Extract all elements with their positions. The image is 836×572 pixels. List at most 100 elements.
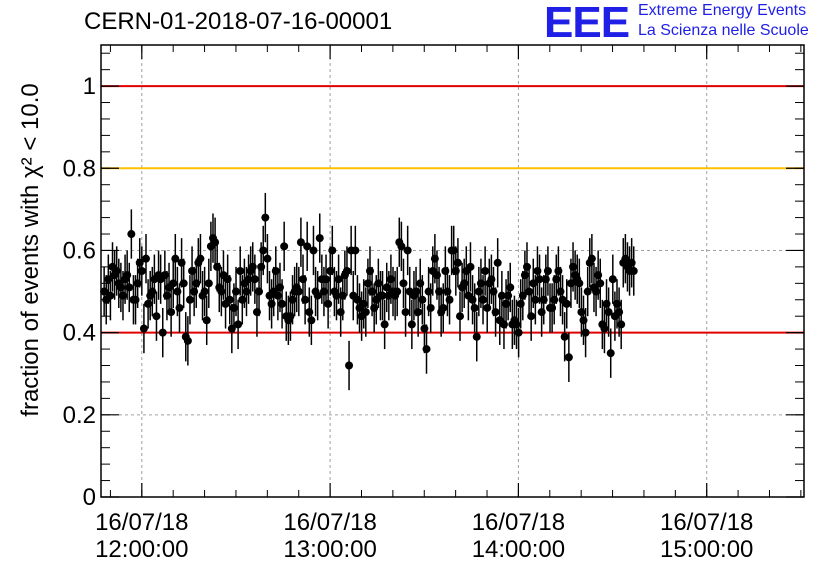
data-point	[453, 258, 462, 267]
chart-title: CERN-01-2018-07-16-00001	[84, 8, 393, 35]
data-point	[185, 295, 194, 304]
data-point	[617, 320, 626, 329]
data-point	[422, 345, 431, 354]
data-point	[497, 291, 506, 300]
data-point	[280, 242, 289, 251]
data-point	[514, 328, 523, 337]
data-point	[179, 279, 188, 288]
x-tick-label-time: 13:00:00	[283, 536, 376, 563]
data-point	[152, 312, 161, 321]
data-point	[196, 254, 205, 263]
data-point	[171, 254, 180, 263]
data-point	[309, 246, 318, 255]
data-point	[629, 267, 638, 275]
data-point	[596, 279, 605, 288]
data-point	[234, 320, 243, 329]
data-point	[361, 308, 370, 317]
data-point	[204, 279, 213, 288]
logo-text-line2: La Scienza nelle Scuole	[638, 22, 809, 39]
data-point	[418, 295, 427, 304]
data-point	[560, 332, 569, 341]
data-point	[575, 279, 584, 288]
data-point	[342, 267, 351, 275]
data-point	[439, 303, 448, 312]
data-point	[466, 262, 475, 271]
data-point	[397, 242, 406, 251]
data-point	[296, 238, 305, 247]
y-tick-label: 0.2	[63, 402, 96, 429]
data-point	[399, 279, 408, 288]
data-point	[407, 320, 416, 329]
data-point	[106, 291, 115, 300]
x-tick-label-date: 16/07/18	[283, 509, 376, 536]
data-point	[401, 308, 410, 317]
data-point	[535, 275, 544, 284]
data-point	[445, 295, 454, 304]
data-points	[100, 192, 638, 391]
data-point	[506, 283, 515, 292]
data-point	[278, 299, 287, 308]
data-point	[127, 230, 136, 239]
data-point	[200, 287, 209, 296]
data-point	[426, 303, 435, 312]
data-point	[493, 258, 502, 267]
y-tick-label: 1	[83, 73, 96, 100]
data-point	[301, 295, 310, 304]
data-point	[250, 275, 259, 284]
data-point	[307, 316, 316, 325]
data-point	[481, 267, 490, 275]
data-point	[175, 303, 184, 312]
data-point	[236, 267, 245, 275]
data-point	[137, 267, 146, 275]
data-point	[261, 213, 270, 222]
data-point	[315, 234, 324, 243]
data-point	[470, 303, 479, 312]
data-point	[472, 332, 481, 341]
data-point	[604, 308, 613, 317]
data-point	[543, 267, 552, 275]
data-point	[456, 312, 465, 321]
data-point	[581, 328, 590, 337]
eee-logo: EEE	[544, 0, 630, 47]
data-point	[183, 336, 192, 345]
data-point	[139, 324, 148, 333]
data-point	[125, 283, 134, 292]
data-point	[142, 254, 151, 263]
x-tick-label-time: 14:00:00	[472, 536, 565, 563]
data-point	[263, 254, 272, 263]
reference-lines	[101, 85, 804, 334]
data-point	[328, 246, 337, 255]
data-point	[259, 246, 268, 255]
data-point	[403, 246, 412, 255]
y-tick-label: 0.4	[63, 320, 96, 347]
x-tick-label-date: 16/07/18	[95, 509, 188, 536]
data-point	[606, 349, 615, 358]
data-point	[479, 295, 488, 304]
data-point	[345, 361, 354, 370]
data-point	[393, 287, 402, 296]
data-point	[562, 299, 571, 308]
y-tick-label: 0	[83, 484, 96, 511]
data-point	[587, 254, 596, 263]
y-axis-label: fraction of events with χ² < 10.0	[17, 83, 44, 416]
x-tick-label-date: 16/07/18	[660, 509, 753, 536]
data-point	[158, 328, 167, 337]
x-tick-label-date: 16/07/18	[472, 509, 565, 536]
data-point	[225, 295, 234, 304]
y-tick-label: 0.6	[63, 237, 96, 264]
data-point	[294, 287, 303, 296]
data-point	[232, 287, 241, 296]
data-point	[608, 275, 617, 284]
x-tick-label-time: 15:00:00	[660, 536, 753, 563]
data-point	[414, 308, 423, 317]
data-point	[491, 308, 500, 317]
axis-ticks	[101, 45, 804, 498]
data-point	[313, 291, 322, 300]
axis-labels: 16/07/1812:00:0016/07/1813:00:0016/07/18…	[63, 73, 754, 563]
x-tick-label-time: 12:00:00	[95, 536, 188, 563]
data-point	[564, 353, 573, 362]
logo-text-line1: Extreme Energy Events	[638, 2, 807, 19]
data-point	[531, 295, 540, 304]
plot-frame	[100, 44, 805, 498]
